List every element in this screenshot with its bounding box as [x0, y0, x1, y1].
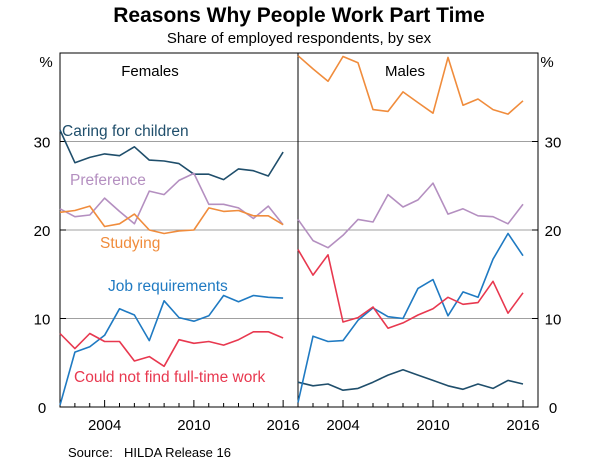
left-y-tick-label: 30	[34, 135, 51, 152]
left-axis-unit: %	[39, 54, 52, 71]
males-couldnot-line	[297, 249, 524, 330]
left-y-tick-label: 0	[38, 400, 46, 417]
series-label-caring: Caring for children	[62, 123, 189, 140]
x-tick-label: 2004	[88, 417, 121, 434]
source-label: Source:	[68, 445, 113, 460]
females-couldnot-line	[59, 330, 284, 368]
left-y-tick-label: 20	[34, 223, 51, 240]
females-job-line	[59, 294, 284, 406]
series-labels: Females Males Caring for children Preferenc…	[62, 63, 425, 386]
females-studying-line	[59, 205, 284, 235]
chart-subtitle: Share of employed respondents, by sex	[167, 30, 432, 47]
panel-title-males: Males	[385, 63, 425, 80]
males-caring-line	[297, 368, 524, 392]
males-job-line	[297, 232, 524, 403]
axis-ticks: 0 0 10 10 20 20 30 30 2004 2010 2016 2004 2010 2016	[34, 135, 562, 435]
x-tick-label: 2010	[177, 417, 210, 434]
right-y-tick-label: 20	[545, 223, 562, 240]
males-studying-line	[297, 55, 524, 115]
series-lines	[59, 55, 524, 406]
series-label-studying: Studying	[100, 235, 160, 252]
left-y-tick-label: 10	[34, 312, 51, 329]
right-axis-unit: %	[540, 54, 553, 71]
source-text: HILDA Release 16	[124, 445, 231, 460]
x-tick-label: 2016	[266, 417, 299, 434]
panel-title-females: Females	[121, 63, 179, 80]
chart-title: Reasons Why People Work Part Time	[113, 4, 485, 27]
x-tick-label: 2004	[326, 417, 359, 434]
series-label-job: Job requirements	[108, 278, 228, 295]
females-caring-line	[59, 129, 284, 181]
right-y-tick-label: 10	[545, 312, 562, 329]
right-y-tick-label: 30	[545, 135, 562, 152]
series-label-couldnot: Could not find full-time work	[74, 369, 265, 386]
x-tick-label: 2010	[416, 417, 449, 434]
right-y-tick-label: 0	[549, 400, 557, 417]
x-tick-label: 2016	[506, 417, 539, 434]
series-label-preference: Preference	[70, 172, 146, 189]
gridlines	[60, 141, 538, 319]
males-preference-line	[297, 182, 524, 249]
